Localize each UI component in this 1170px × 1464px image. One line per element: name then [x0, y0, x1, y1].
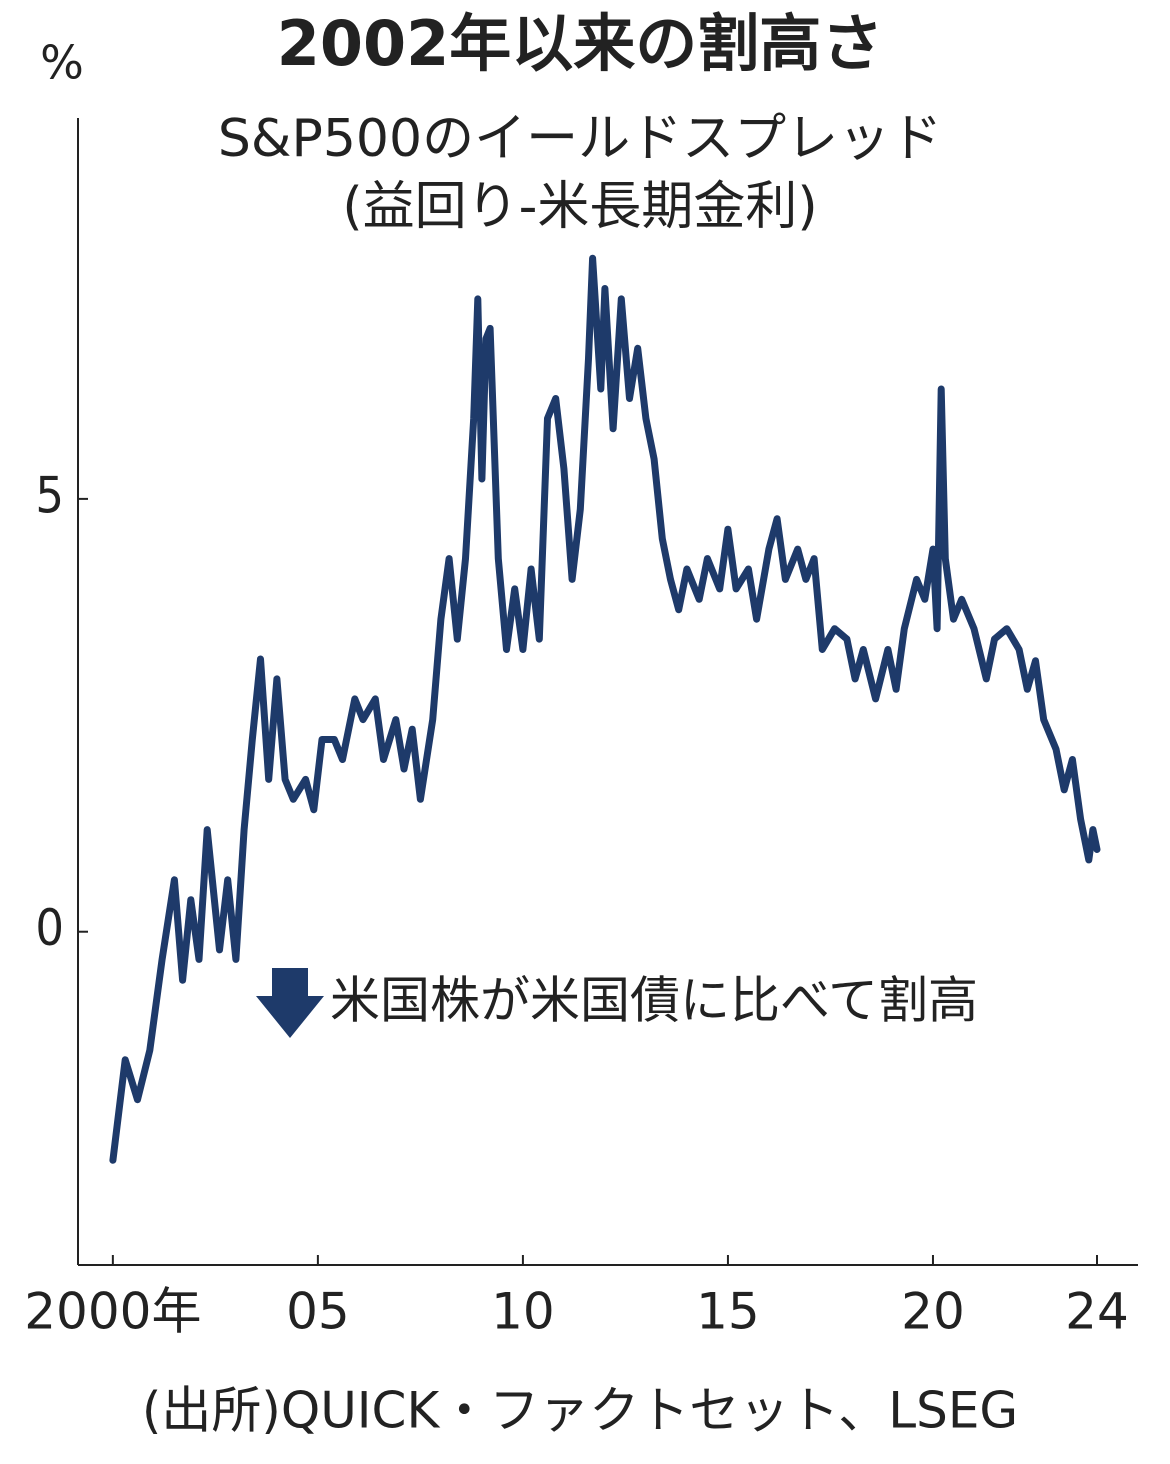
x-tick-label: 10: [491, 1283, 555, 1341]
x-tick-label: 2000年: [24, 1283, 201, 1341]
chart-title: 2002年以来の割高さ: [277, 7, 884, 80]
x-tick-label: 05: [286, 1283, 350, 1341]
annotation: 米国株が米国債に比べて割高: [330, 972, 978, 1030]
x-tick-label: 24: [1065, 1283, 1129, 1341]
down-arrow-icon: [256, 968, 324, 1038]
x-tick-label: 15: [696, 1283, 760, 1341]
y-unit: %: [40, 36, 84, 90]
subtitle: (益回り-米長期金利): [342, 177, 817, 237]
y-tick-label: 0: [35, 899, 64, 957]
subtitle: S&P500のイールドスプレッド: [218, 109, 942, 169]
x-tick-label: 20: [901, 1283, 965, 1341]
data-line: [109, 254, 1101, 1164]
y-tick-label: 5: [35, 466, 64, 524]
source: (出所)QUICK・ファクトセット、LSEG: [142, 1382, 1018, 1440]
